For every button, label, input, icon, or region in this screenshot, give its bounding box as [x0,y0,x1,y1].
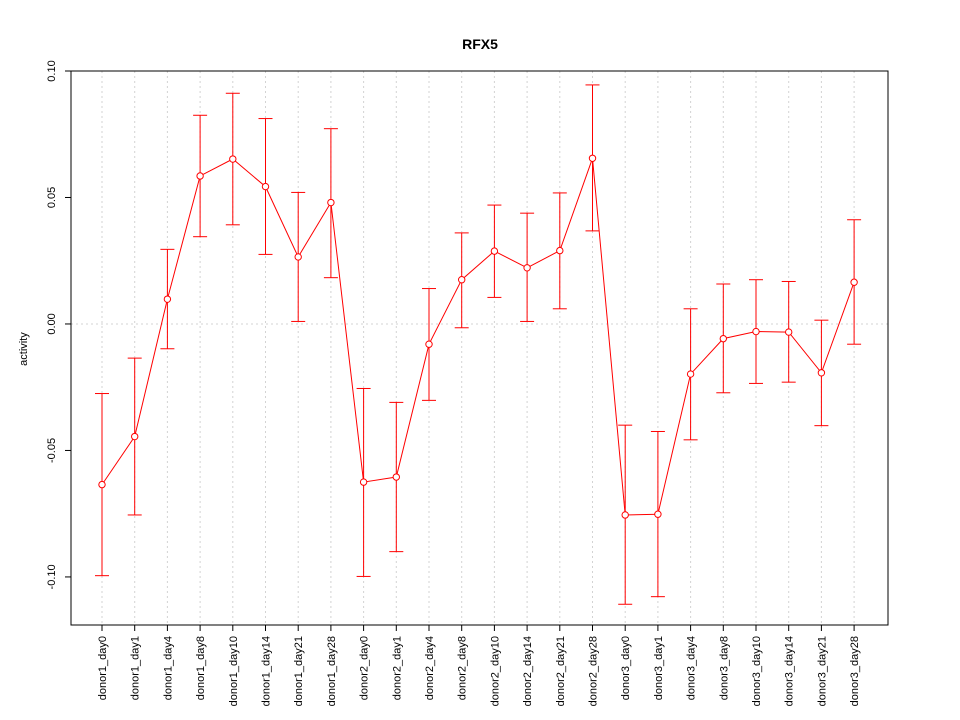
series-line [101,158,855,516]
x-tick-label: donor1_day8 [195,636,207,700]
y-tick-label: 0.10 [46,60,58,81]
data-point [686,370,695,378]
x-tick-label: donor3_day10 [751,636,763,706]
x-axis: donor1_day0 donor1_day1 donor1_day4 donor1_… [97,624,861,706]
x-tick-label: donor1_day28 [326,636,338,706]
data-point [719,334,727,343]
y-tick-label: 0.05 [46,187,58,208]
x-tick-label: donor3_day14 [784,636,796,706]
data-point [359,478,368,486]
y-axis-label: activity [18,332,30,366]
x-tick-label: donor2_day14 [522,636,534,706]
data-point [261,182,270,191]
x-tick-label: donor2_day1 [391,636,403,700]
x-tick-label: donor1_day21 [293,636,305,706]
y-tick-label: -0.05 [46,438,58,463]
x-tick-label: donor2_day10 [489,636,501,706]
x-tick-label: donor2_day8 [457,636,469,700]
data-point [163,295,172,303]
data-point [785,328,793,336]
data-point [392,473,400,481]
data-point [490,247,499,255]
data-point [98,480,106,489]
x-tick-label: donor2_day21 [555,636,567,706]
x-tick-label: donor3_day0 [620,636,632,700]
x-tick-label: donor2_day4 [424,636,436,700]
data-point [621,511,629,519]
data-point [327,198,335,207]
x-tick-label: donor2_day28 [588,636,600,706]
x-tick-label: donor3_day28 [849,636,861,706]
x-tick-label: donor3_day8 [718,636,730,700]
x-tick-label: donor1_day10 [228,636,240,706]
chart-title: RFX5 [462,36,498,52]
x-tick-label: donor3_day1 [653,636,665,700]
data-point [556,246,564,255]
data-point [850,278,858,286]
data-point [229,155,237,163]
x-tick-label: donor2_day0 [359,636,371,700]
x-tick-label: donor1_day0 [97,636,109,700]
x-tick-label: donor1_day1 [130,636,142,700]
data-point [752,327,760,336]
data-point [131,432,139,441]
series-layer [95,84,862,605]
data-point [523,264,531,272]
x-tick-label: donor1_day14 [261,636,273,706]
data-point [458,275,466,284]
x-tick-label: donor1_day4 [162,636,174,700]
x-tick-label: donor3_day21 [816,636,828,706]
data-point [425,340,433,348]
x-tick-label: donor3_day4 [686,636,698,700]
data-point [588,154,597,162]
data-point [817,369,826,377]
data-point [196,172,204,180]
series-group [95,84,862,605]
y-tick-label: -0.10 [46,564,58,589]
data-point [654,510,662,518]
y-tick-label: 0.00 [46,313,58,334]
y-axis: -0.10 -0.05 0.00 0.05 0.10 [46,60,72,589]
data-point [294,253,302,261]
